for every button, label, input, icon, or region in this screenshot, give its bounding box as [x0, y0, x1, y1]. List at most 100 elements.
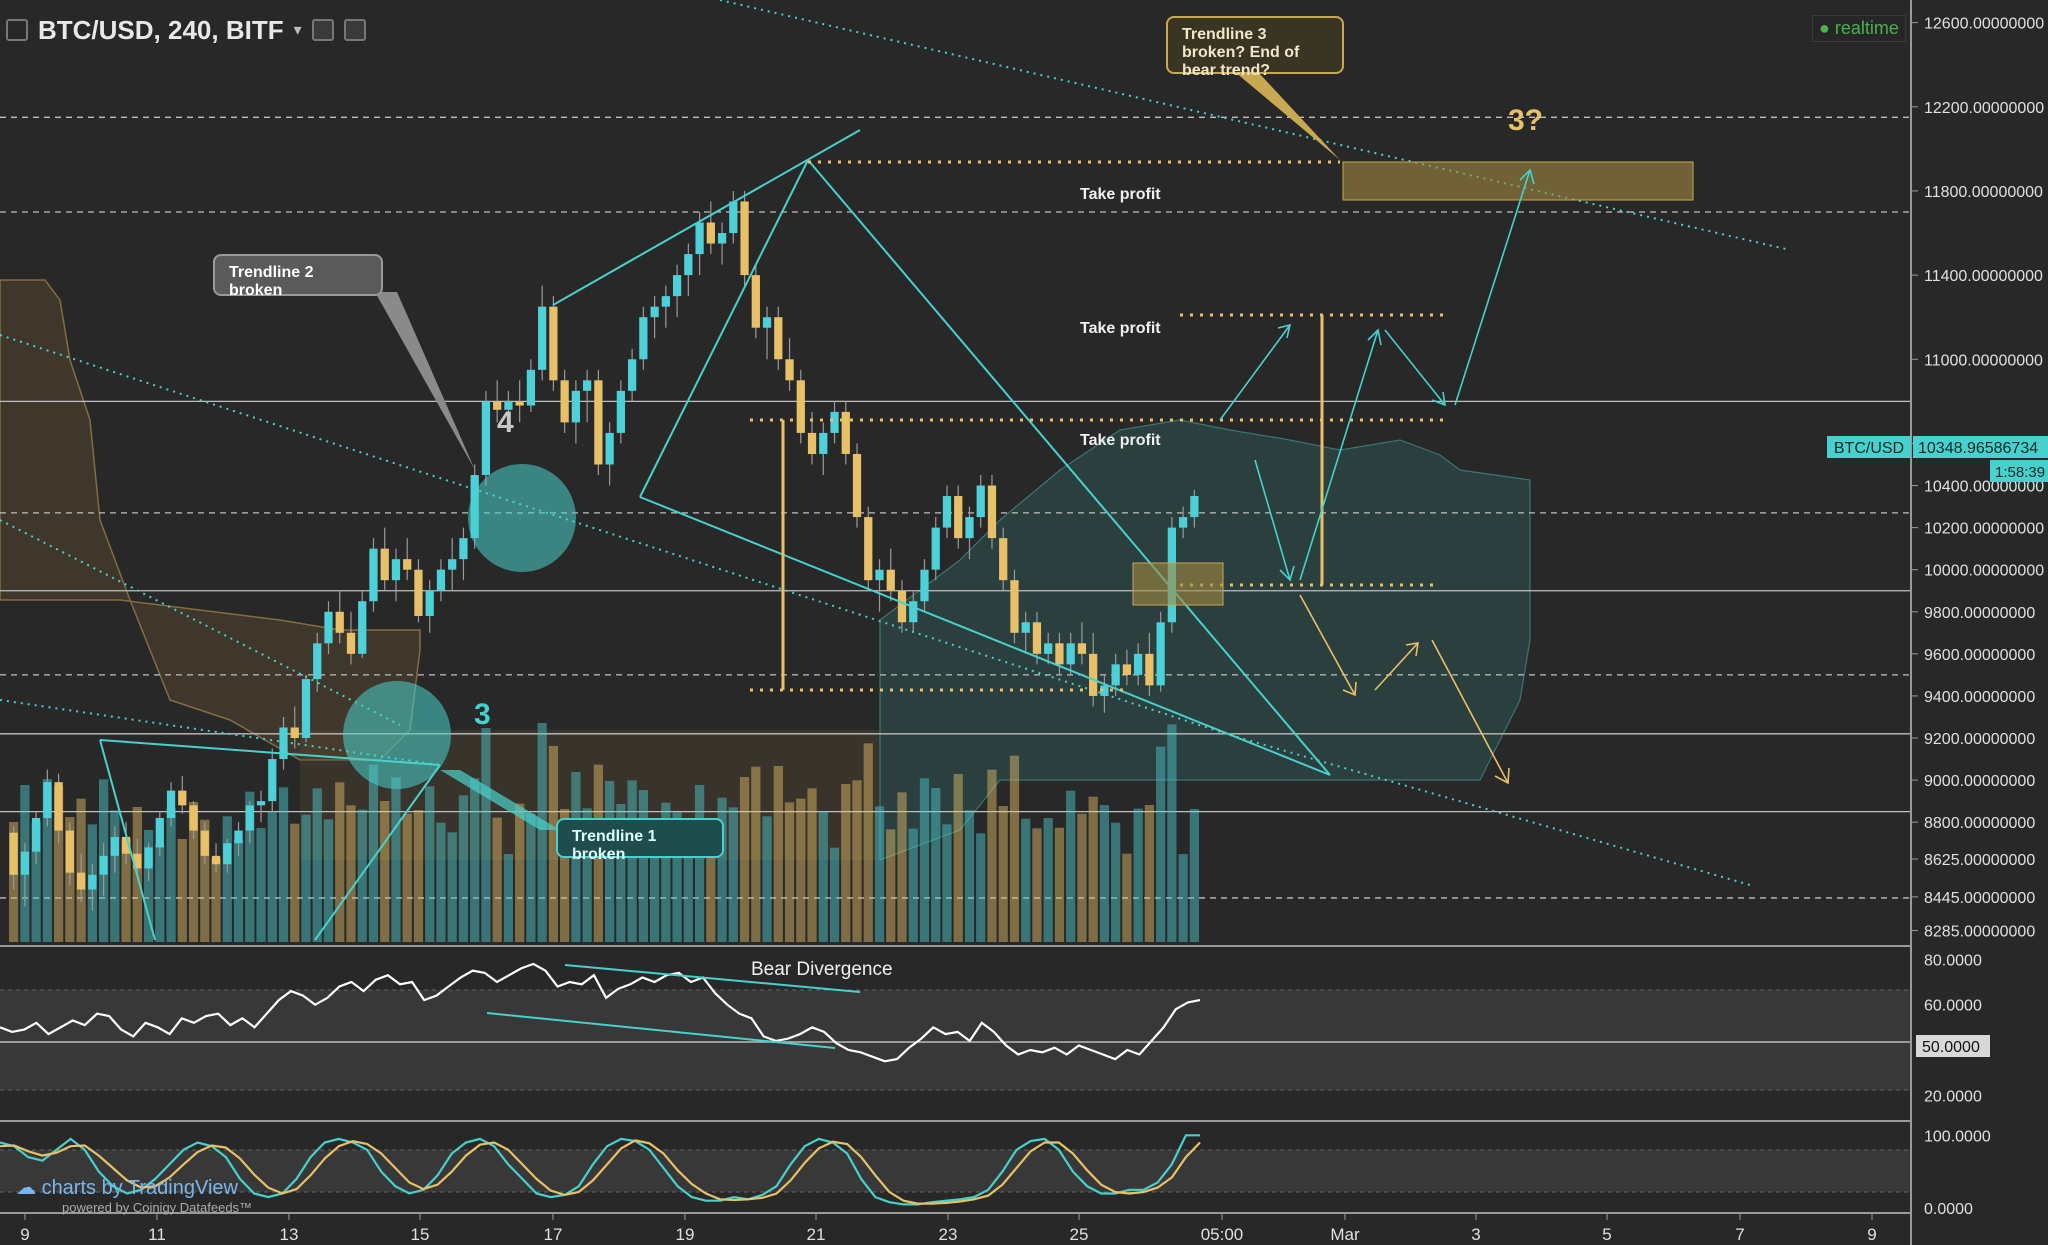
candle-body [954, 496, 963, 539]
rsi-tick-label: 60.0000 [1924, 998, 1982, 1015]
candle-body [751, 275, 760, 328]
price-tick-label: 12200.00000000 [1924, 100, 2044, 117]
time-tick-label: 3 [1471, 1225, 1480, 1244]
candle-body [256, 801, 266, 806]
candle-body [200, 830, 209, 856]
candle-body [436, 569, 446, 591]
eye-icon[interactable] [311, 19, 334, 41]
volume-bar [425, 786, 435, 942]
volume-bar [143, 830, 154, 942]
realtime-badge: ● realtime [1812, 15, 1906, 42]
volume-bar [1032, 828, 1042, 942]
volume-bar [155, 845, 165, 942]
candle-body [1010, 580, 1019, 633]
volume-bar [627, 780, 637, 942]
volume-bar [1088, 796, 1098, 942]
price-tick-label: 9600.00000000 [1924, 647, 2035, 664]
rsi-tick-label: 80.0000 [1924, 952, 1982, 969]
candle-body [819, 432, 828, 454]
time-axis[interactable]: 9 11 13 15 17 19 21 23 25 05:00 Mar 3 5 7 9 [20, 1214, 1877, 1244]
take-profit-label-1: Take profit [1080, 186, 1161, 203]
volume-bar [560, 809, 570, 942]
trendline2-note: Trendline 2 broken [213, 254, 383, 299]
candle-body [1077, 643, 1087, 654]
candle-body [358, 601, 367, 654]
volume-bar [335, 782, 345, 942]
candle-body [729, 201, 738, 234]
volume-bar [31, 821, 41, 942]
candle-body [178, 790, 187, 806]
volume-bar [402, 813, 412, 942]
volume-bar [470, 778, 480, 942]
menu-icon[interactable] [6, 19, 28, 41]
candle-body [1044, 643, 1053, 654]
candle-body [144, 847, 153, 869]
tradingview-brand[interactable]: ☁ charts by TradingView powered by Coini… [16, 1175, 252, 1215]
stoch-panel [0, 1134, 1910, 1206]
time-tick-label: 11 [148, 1225, 166, 1244]
candle-body [133, 853, 142, 869]
candle-body [639, 317, 648, 360]
volume-bar [998, 806, 1008, 942]
volume-bar [1066, 790, 1076, 942]
volume-bar [177, 839, 187, 942]
candle-body [211, 855, 221, 865]
candle-body [583, 380, 592, 391]
candle-body [526, 369, 536, 406]
candle-body [931, 527, 940, 570]
candle-body [155, 817, 164, 848]
volume-bar [942, 824, 952, 942]
volume-bar [391, 777, 401, 942]
candle-body [189, 805, 198, 831]
candle-body [76, 872, 86, 890]
price-tick-label: 9400.00000000 [1924, 689, 2035, 706]
candle-body [245, 805, 254, 831]
candle-body [717, 233, 727, 244]
candle-body [909, 601, 918, 623]
volume-bar [256, 828, 266, 942]
stoch-d-line [0, 1139, 1201, 1205]
candle-body [1190, 496, 1199, 518]
bear-divergence-label: Bear Divergence [751, 959, 893, 980]
volume-bar [773, 766, 783, 942]
volume-bar [1043, 818, 1053, 942]
rsi-mid-label: 50.0000 [1922, 1039, 1980, 1056]
volume-bar [694, 785, 705, 942]
volume-bar [245, 791, 255, 942]
symbol-title[interactable]: BTC/USD, 240, BITF [38, 14, 284, 45]
volume-bar [1133, 808, 1143, 942]
volume-bar [841, 784, 851, 942]
candle-body [223, 843, 232, 865]
candle-body [1021, 622, 1030, 633]
candle-body [864, 517, 873, 581]
candle-body [1089, 653, 1098, 696]
candle-body [1134, 653, 1143, 675]
chevron-down-icon[interactable]: ▾ [293, 22, 302, 39]
candle-body [515, 401, 524, 406]
chart-header: BTC/USD, 240, BITF ▾ [6, 10, 366, 50]
volume-bar [818, 811, 828, 942]
price-axis[interactable]: 12600.00000000 12200.00000000 11800.000000… [1910, 16, 2044, 941]
volume-bar [987, 769, 997, 942]
price-tick-label: 9800.00000000 [1924, 605, 2035, 622]
candle-body [672, 275, 682, 297]
volume-bar [728, 807, 738, 942]
volume-bar [458, 795, 469, 942]
candle-body [425, 590, 434, 616]
ichimoku-cloud [0, 279, 1531, 861]
candle-body [1179, 517, 1188, 528]
candle-body [1111, 664, 1120, 686]
horizontal-levels [0, 116, 1910, 899]
gear-icon[interactable] [343, 19, 366, 41]
volume-bars [9, 723, 1199, 942]
candle-body [481, 401, 491, 475]
volume-bar [683, 835, 693, 942]
volume-bar [548, 746, 559, 942]
volume-bar [919, 778, 930, 942]
volume-bar [1077, 813, 1087, 942]
price-tick-label: 12600.00000000 [1924, 16, 2044, 33]
candle-body [897, 590, 907, 623]
volume-bar [1178, 854, 1188, 942]
candle-body [504, 401, 513, 410]
